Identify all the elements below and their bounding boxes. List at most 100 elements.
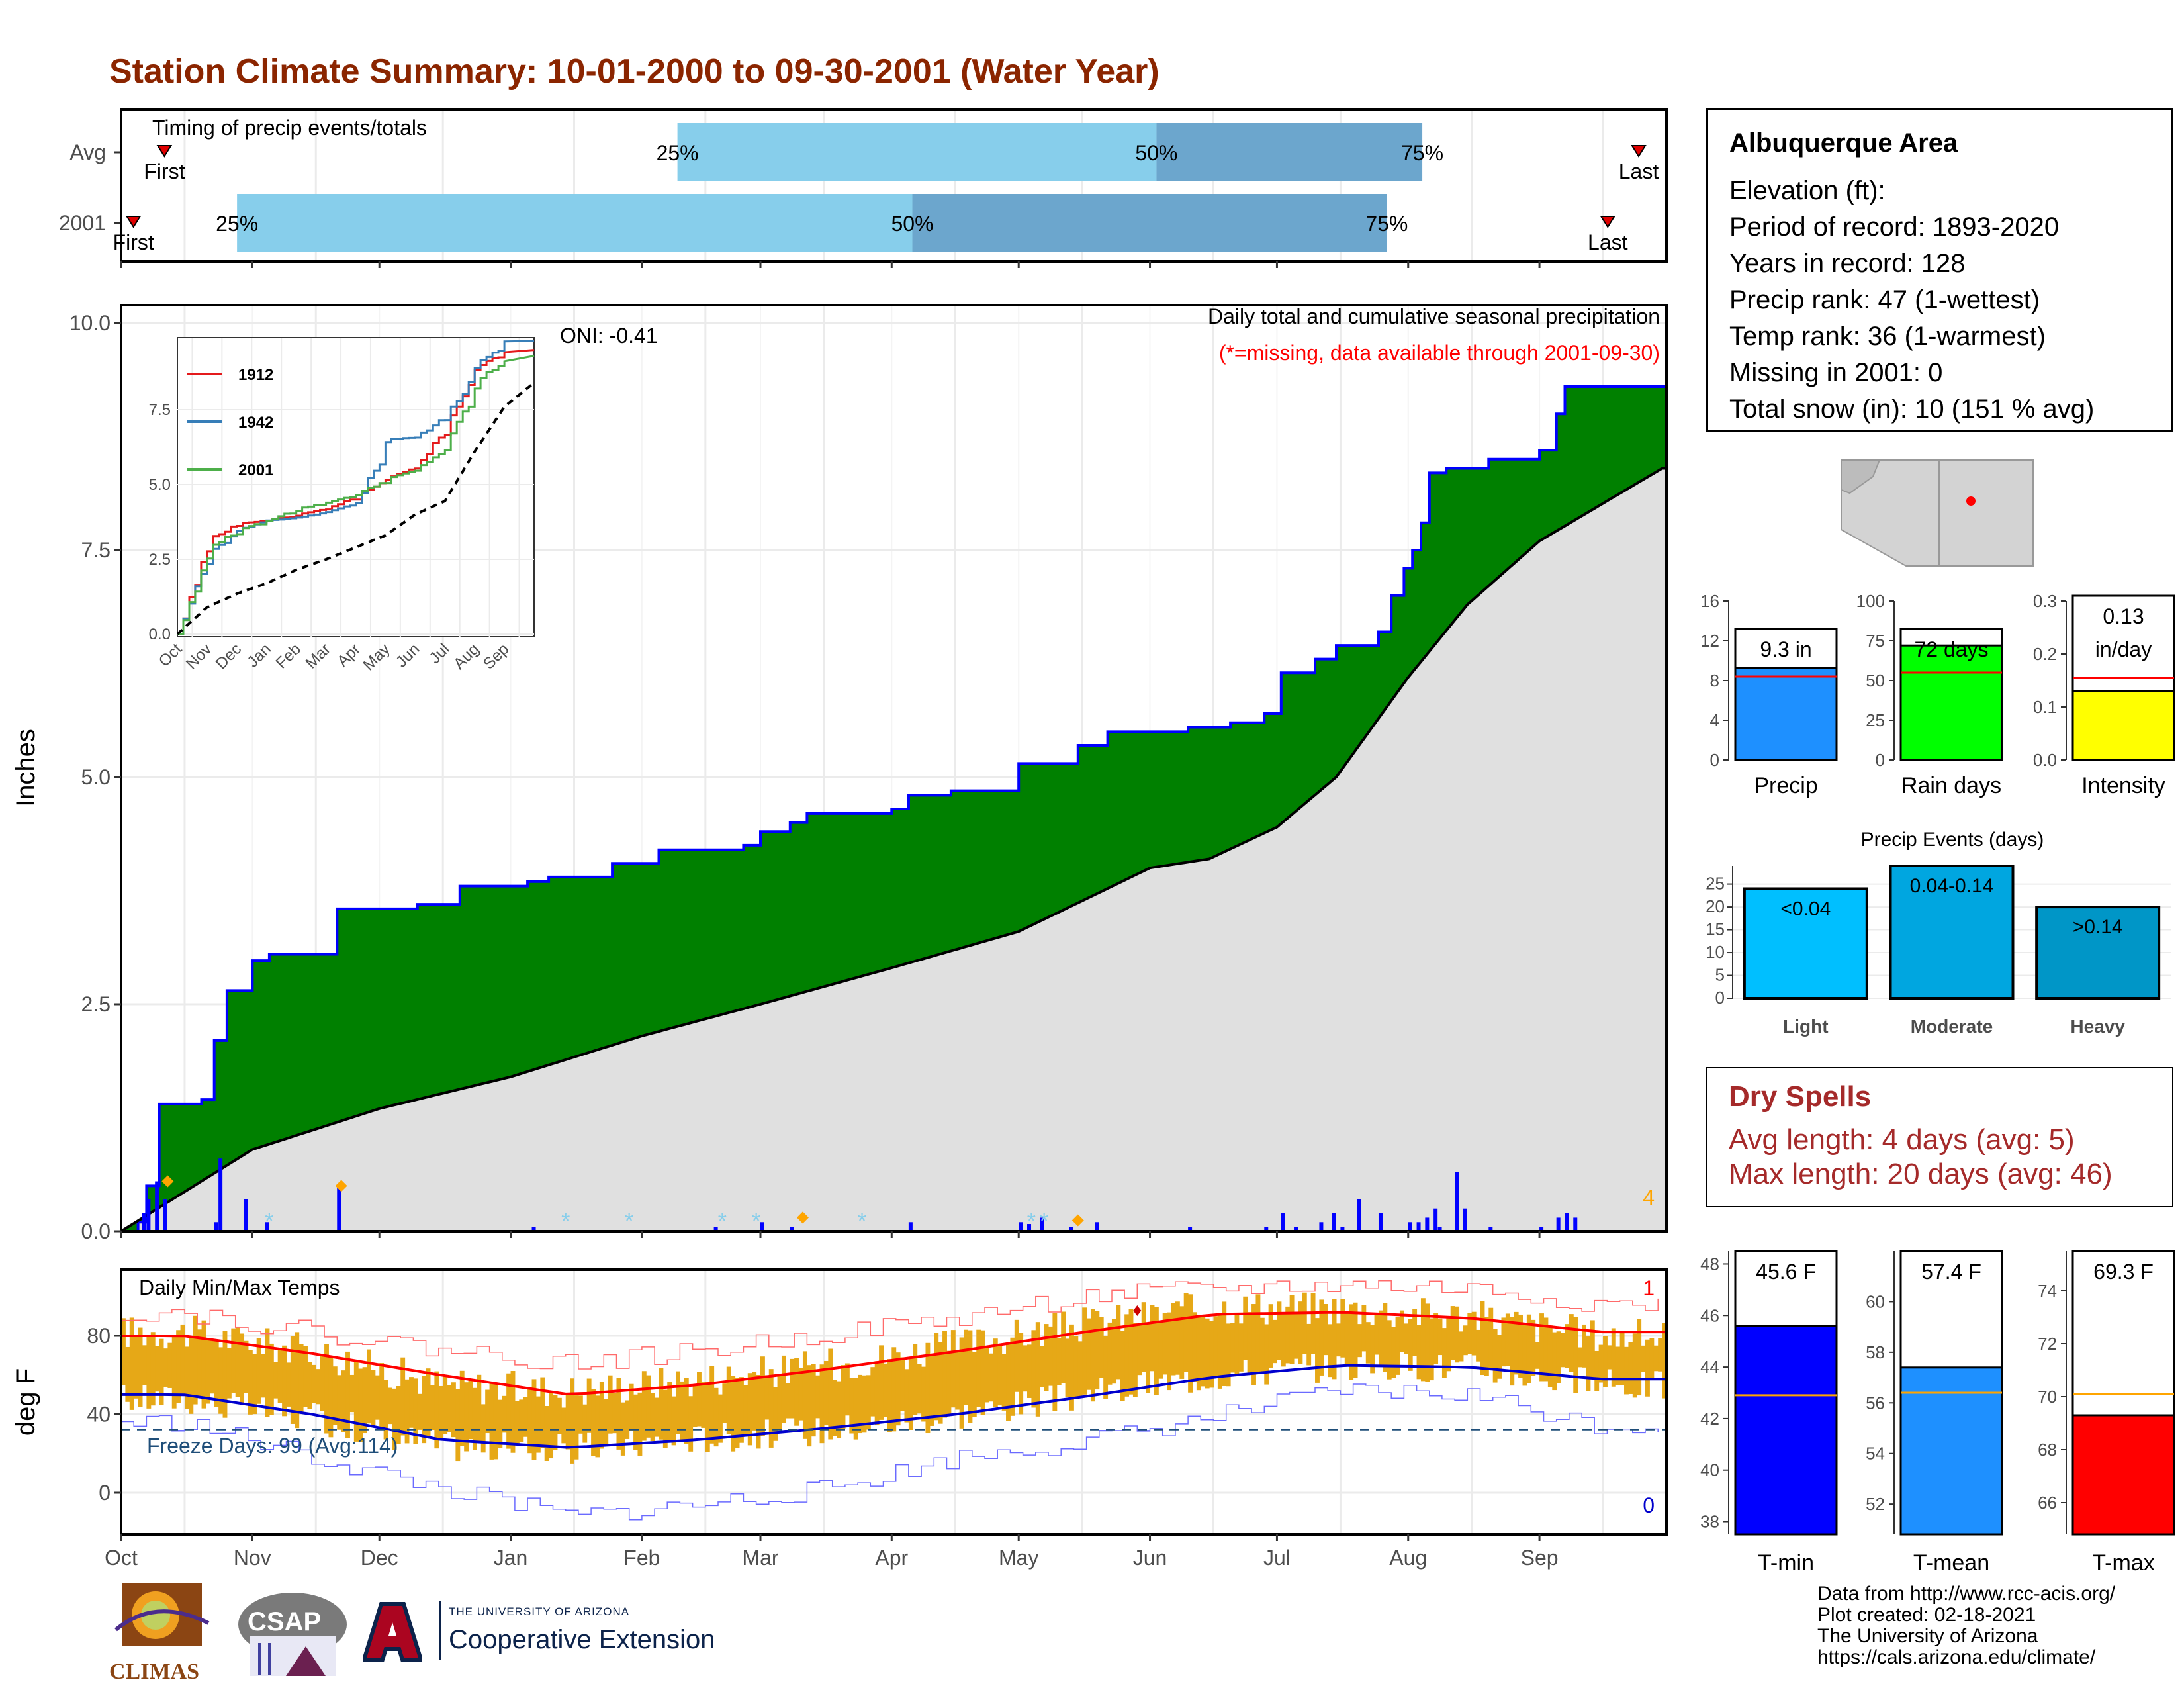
daily-temp-range-bar (201, 1320, 206, 1409)
daily-temp-range-bar (155, 1346, 160, 1392)
daily-temp-range-bar (367, 1349, 371, 1424)
daily-temp-range-bar (468, 1379, 473, 1440)
daily-temp-range-bar (171, 1335, 177, 1409)
daily-temp-range-bar (535, 1396, 541, 1453)
daily-temp-range-bar (1268, 1304, 1273, 1368)
daily-temp-range-bar (726, 1366, 731, 1434)
daily-temp-range-bar (345, 1351, 350, 1438)
daily-precip-bar (155, 1181, 159, 1231)
snow-marker: * (718, 1209, 727, 1234)
events-y-tick-label: 15 (1706, 919, 1725, 939)
y-tick-label: 0.0 (81, 1219, 111, 1243)
month-tick-label: Jun (1133, 1546, 1167, 1570)
daily-temp-range-bar (1514, 1311, 1519, 1375)
daily-temp-range-bar (1289, 1295, 1295, 1364)
daily-temp-range-bar (655, 1397, 659, 1437)
bar-value-label: 0.13 (2103, 604, 2144, 628)
daily-temp-range-bar (438, 1385, 443, 1440)
daily-temp-range-bar (1590, 1320, 1595, 1378)
daily-temp-range-bar (1594, 1350, 1600, 1391)
inset-y-tick-label: 0.0 (149, 626, 171, 643)
daily-temp-range-bar (1006, 1343, 1011, 1421)
csap-cloud-icon (238, 1593, 347, 1676)
quartile-label-75: 75% (1401, 141, 1443, 165)
daily-temp-range-bar (625, 1400, 630, 1439)
bar-y-tick-label: 74 (2038, 1281, 2057, 1301)
daily-temp-range-bar (599, 1382, 604, 1449)
record-low-count: 0 (1643, 1493, 1655, 1517)
events-y-tick-label: 0 (1715, 988, 1725, 1008)
daily-temp-range-bar (1103, 1336, 1109, 1399)
bar-y-tick-label: 0 (1710, 750, 1719, 770)
daily-temp-range-bar (1437, 1318, 1443, 1356)
daily-temp-range-bar (662, 1389, 668, 1448)
daily-temp-range-bar (964, 1329, 968, 1405)
station-location-dot (1966, 496, 1976, 506)
daily-temp-range-bar (443, 1376, 448, 1434)
bar-y-tick-label: 68 (2038, 1440, 2057, 1460)
daily-temp-range-bar (1615, 1346, 1621, 1385)
bar-y-tick-label: 70 (2038, 1387, 2057, 1407)
snow-marker: * (625, 1209, 633, 1234)
daily-temp-range-bar (1526, 1314, 1531, 1383)
daily-precip-bar (1027, 1224, 1032, 1231)
daily-precip-bar (1340, 1227, 1345, 1231)
event-bar (2035, 906, 2161, 1000)
daily-temp-range-bar (447, 1385, 452, 1432)
snow-marker: * (265, 1209, 273, 1234)
daily-temp-range-bar (1226, 1323, 1231, 1387)
daily-temp-range-bar (193, 1315, 198, 1405)
new-mexico-shape (1938, 459, 2034, 567)
daily-precip-bar (1040, 1217, 1044, 1231)
daily-temp-range-bar (1154, 1307, 1159, 1395)
daily-temp-range-bar (1158, 1321, 1163, 1379)
month-tick-label: Aug (1389, 1546, 1427, 1570)
daily-temp-range-bar (976, 1329, 981, 1407)
daily-temp-range-bar (802, 1351, 807, 1439)
daily-temp-range-bar (392, 1388, 397, 1450)
daily-temp-range-bar (1340, 1299, 1345, 1358)
years-text: Years in record: 128 (1729, 249, 1966, 278)
bar-y-tick-label: 46 (1700, 1305, 1719, 1325)
temp-panel-title: Daily Min/Max Temps (139, 1276, 340, 1299)
daily-temp-range-bar (1573, 1317, 1578, 1393)
daily-temp-range-bar (874, 1361, 880, 1426)
max-event-diamond (161, 1175, 174, 1188)
daily-precip-bar (760, 1222, 764, 1231)
bar-y-tick-label: 0 (1876, 750, 1885, 770)
y-tick-label: 10.0 (69, 311, 111, 335)
ua-extension-text: Cooperative Extension (449, 1625, 715, 1654)
daily-temp-range-bar (451, 1382, 456, 1438)
daily-temp-range-bar (320, 1354, 325, 1411)
daily-temp-range-bar (298, 1344, 304, 1412)
daily-temp-range-bar (417, 1393, 422, 1430)
daily-temp-range-bar (180, 1324, 185, 1395)
daily-temp-range-bar (752, 1372, 757, 1431)
daily-temp-range-bar (1543, 1317, 1549, 1382)
missing-data-note: (*=missing, data available through 2001-… (1219, 341, 1660, 365)
bar-y-tick-label: 48 (1700, 1254, 1719, 1274)
quartile-bar-25-50 (677, 123, 1157, 181)
daily-temp-range-bar (667, 1382, 672, 1440)
daily-precip-bar (1565, 1213, 1569, 1231)
daily-temp-range-bar (328, 1358, 334, 1438)
event-bar-label: 0.04-0.14 (1910, 875, 1994, 897)
daily-temp-range-bar (1383, 1303, 1388, 1372)
bar-y-tick-label: 52 (1866, 1494, 1885, 1514)
daily-temp-range-bar (519, 1399, 524, 1442)
daily-precip-bar (1437, 1227, 1442, 1231)
daily-temp-range-bar (1556, 1331, 1561, 1383)
quartile-label-50: 50% (891, 212, 933, 236)
csap-logo: CSAP (233, 1590, 349, 1683)
daily-temp-range-bar (713, 1387, 719, 1447)
daily-temp-range-bar (477, 1374, 482, 1442)
daily-temp-range-bar (430, 1385, 435, 1430)
daily-temp-range-bar (731, 1376, 736, 1452)
value-bar (1734, 667, 1838, 761)
bar-y-tick-label: 54 (1866, 1444, 1885, 1464)
daily-temp-range-bar (1146, 1324, 1151, 1393)
inset-series-line (176, 381, 535, 635)
daily-precip-bar (1573, 1217, 1578, 1231)
daily-temp-range-bar (1328, 1324, 1333, 1378)
daily-temp-range-bar (985, 1346, 989, 1403)
